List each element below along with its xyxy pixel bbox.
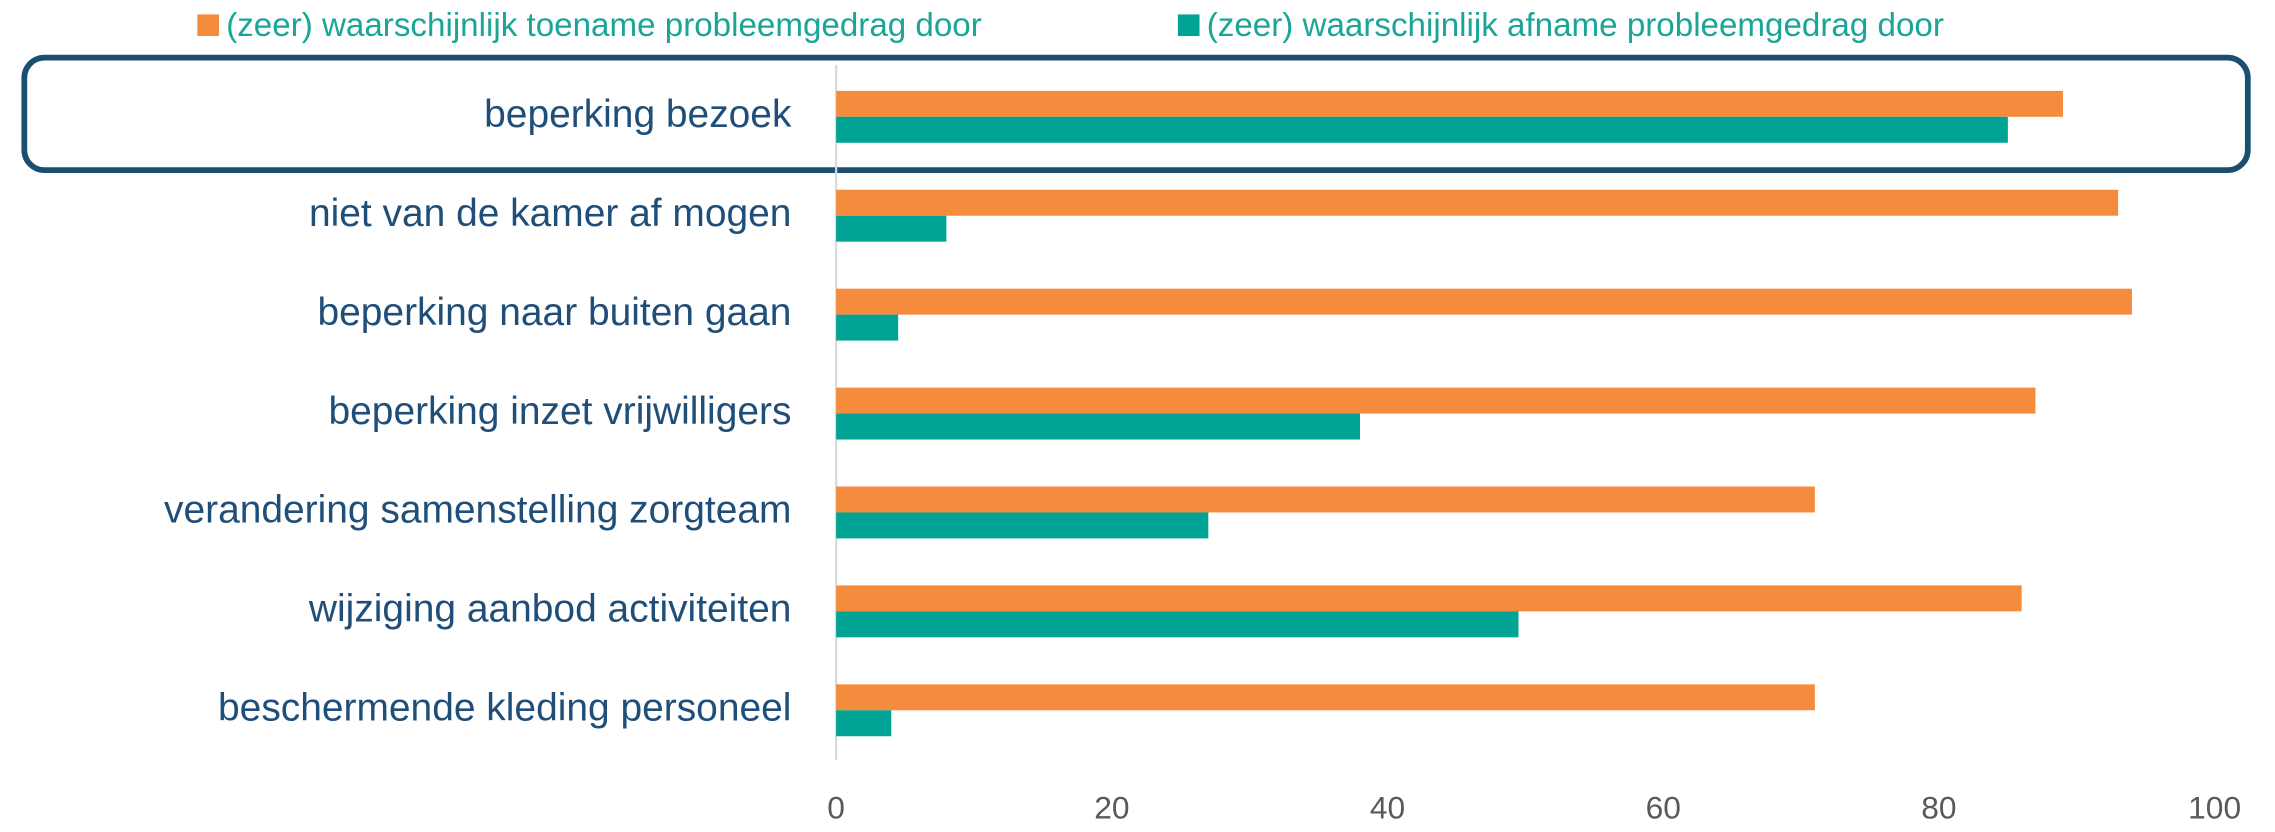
x-tick-label: 40 — [1370, 790, 1405, 826]
legend-label: (zeer) waarschijnlijk afname probleemged… — [1207, 7, 1944, 44]
bar — [836, 116, 2008, 143]
y-tick-label: beperking naar buiten gaan — [317, 291, 791, 334]
bar — [836, 314, 899, 341]
legend-label: (zeer) waarschijnlijk toename probleemge… — [226, 7, 982, 44]
bar — [836, 90, 2063, 117]
x-tick-label: 20 — [1094, 790, 1129, 826]
y-tick-label: wijziging aanbod activiteiten — [308, 588, 792, 631]
bar — [836, 684, 1815, 711]
x-tick-label: 80 — [1921, 790, 1956, 826]
x-tick-label: 60 — [1646, 790, 1681, 826]
bar — [836, 710, 892, 737]
y-tick-label: niet van de kamer af mogen — [309, 192, 791, 235]
x-tick-label: 100 — [2188, 790, 2241, 826]
bar — [836, 215, 947, 242]
highlight-box — [21, 54, 2251, 174]
bar — [836, 189, 2119, 216]
y-tick-label: beperking inzet vrijwilligers — [329, 390, 792, 433]
y-tick-label: beperking bezoek — [484, 93, 792, 136]
y-tick-label: beschermende kleding personeel — [218, 687, 791, 730]
bar — [836, 611, 1519, 638]
legend-swatch — [197, 14, 219, 37]
bar — [836, 288, 2132, 315]
bar — [836, 585, 2022, 612]
bar — [836, 387, 2036, 414]
y-tick-label: verandering samenstelling zorgteam — [164, 489, 791, 532]
bar — [836, 486, 1815, 513]
legend-swatch — [1177, 14, 1200, 37]
bar — [836, 413, 1360, 440]
x-tick-label: 0 — [827, 790, 845, 826]
bar — [836, 512, 1209, 539]
